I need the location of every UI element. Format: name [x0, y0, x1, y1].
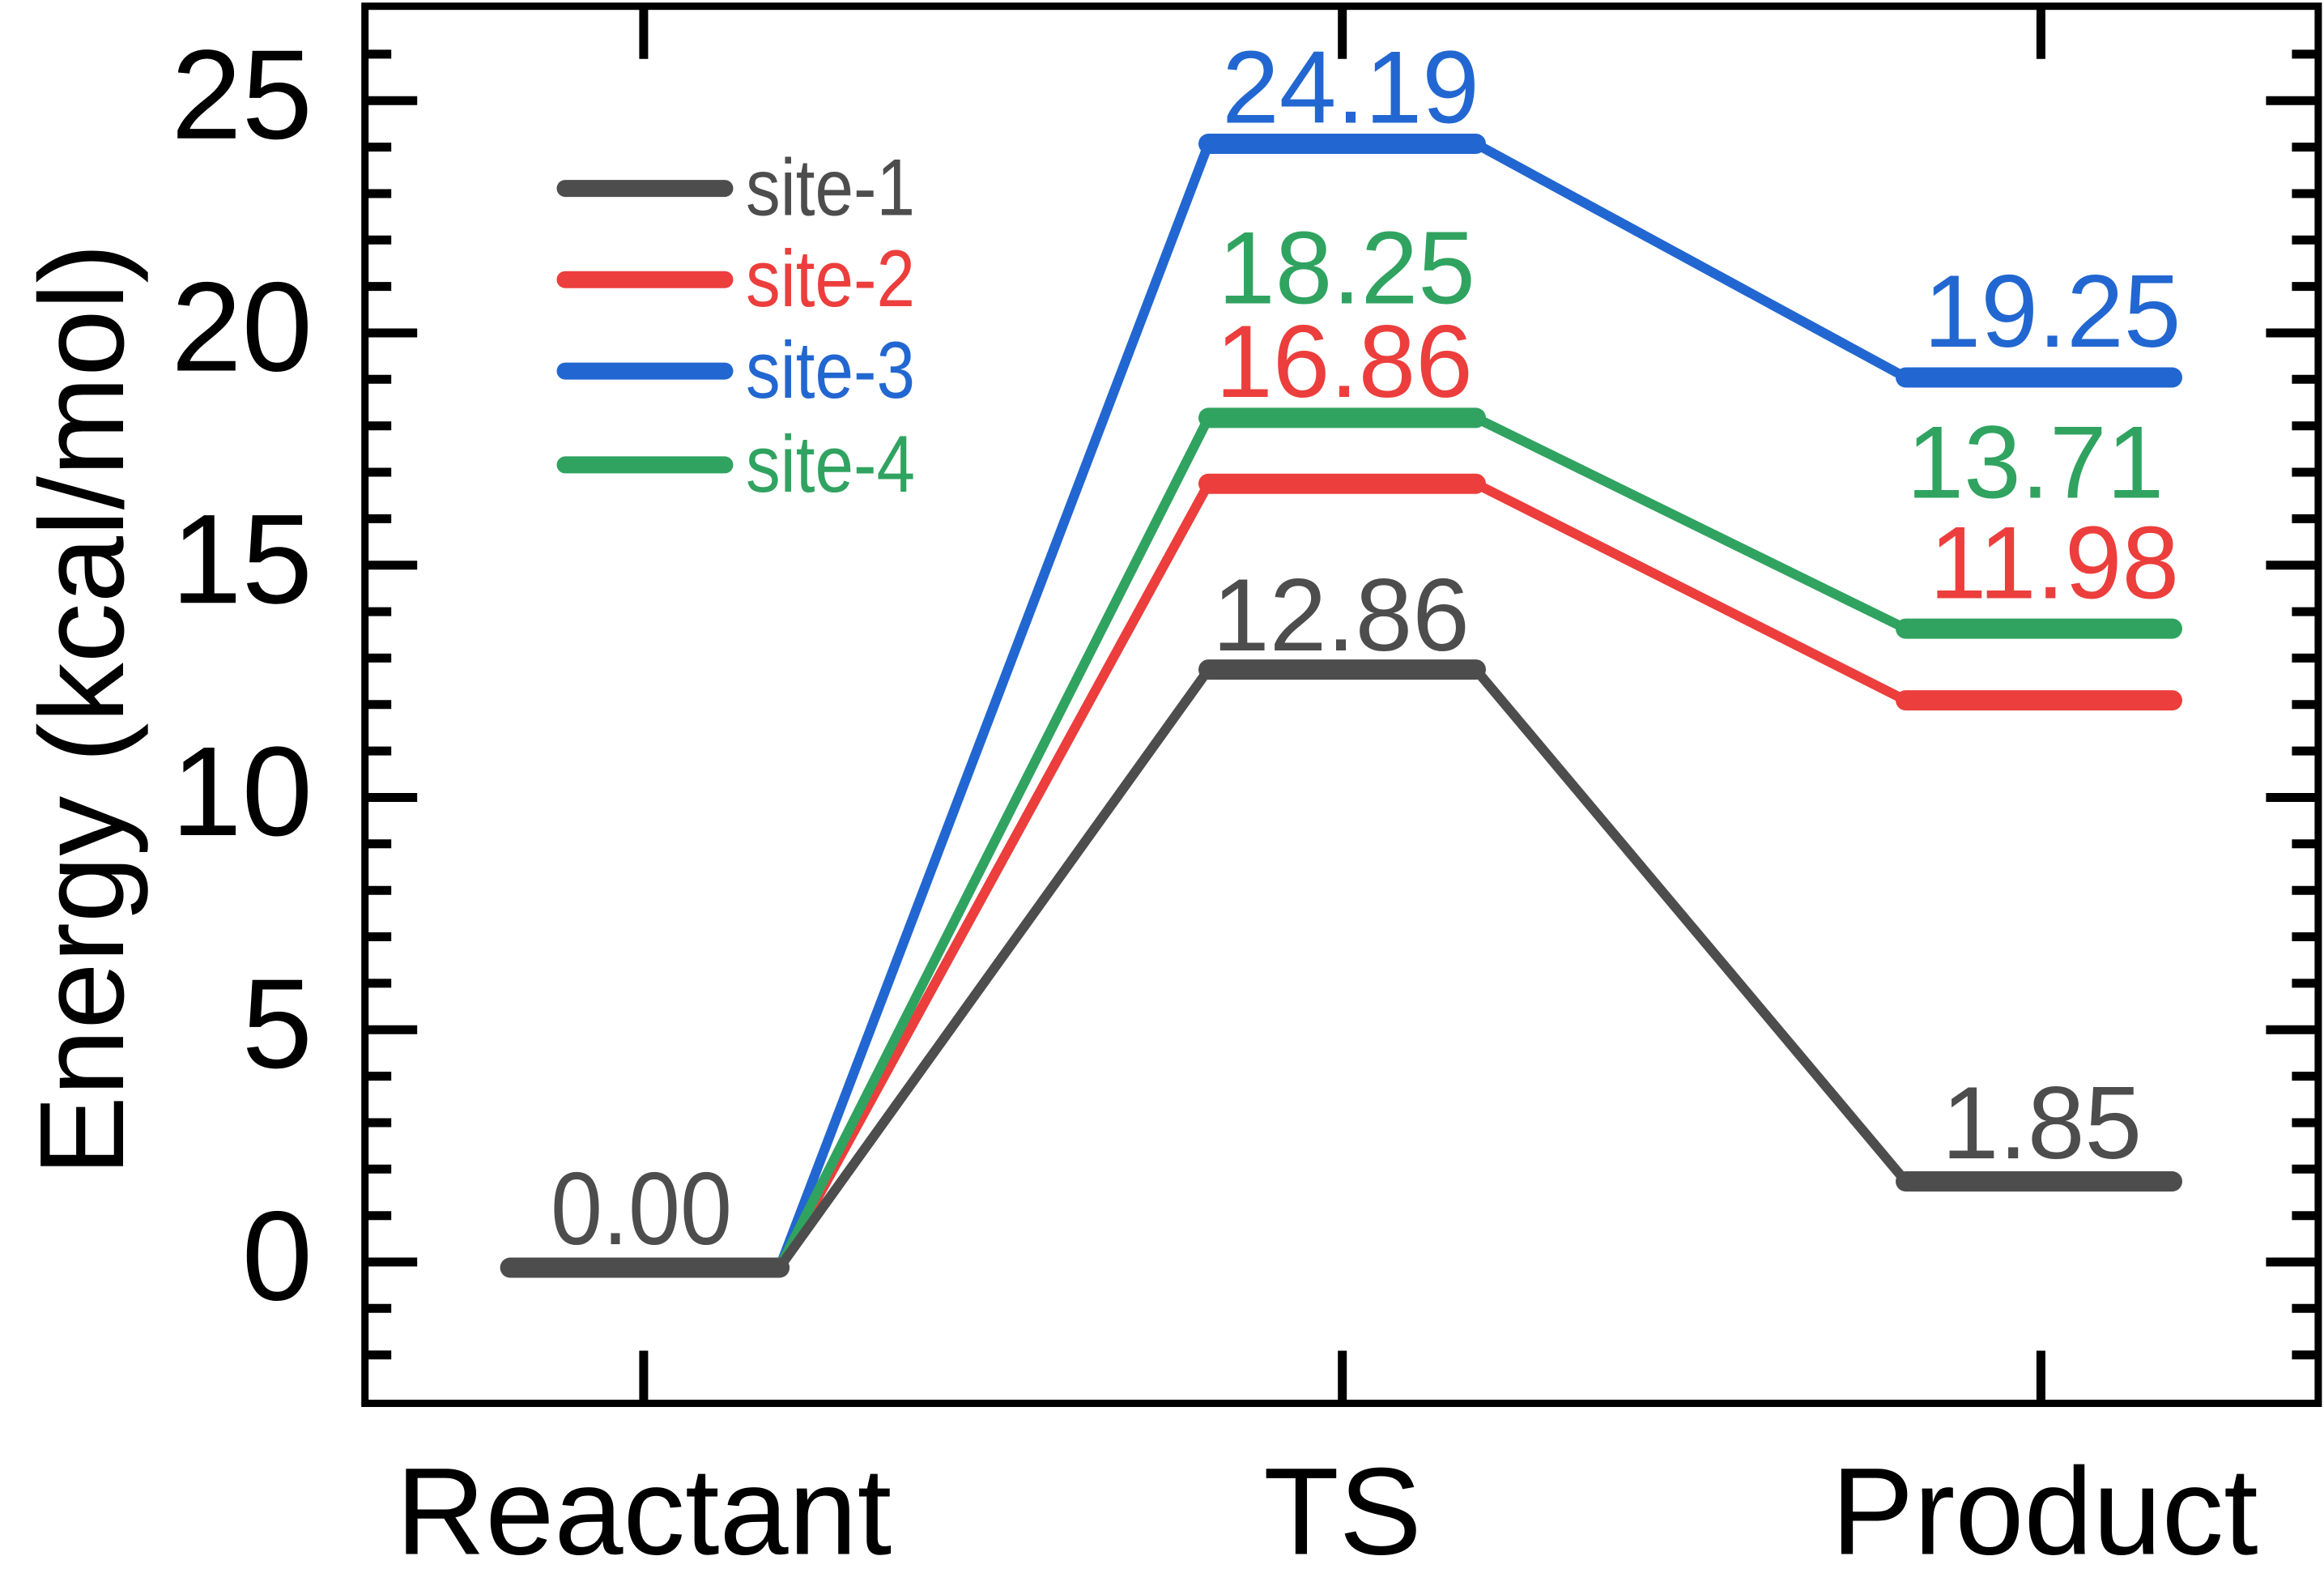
svg-text:19.25: 19.25 — [1924, 254, 2181, 369]
svg-text:12.86: 12.86 — [1212, 557, 1470, 672]
svg-text:site-2: site-2 — [746, 233, 915, 323]
svg-text:site-1: site-1 — [746, 143, 915, 232]
svg-text:11.98: 11.98 — [1930, 505, 2179, 620]
svg-text:Energy (kcal/mol): Energy (kcal/mol) — [15, 243, 149, 1175]
svg-text:Reactant: Reactant — [396, 1443, 892, 1581]
svg-text:20: 20 — [171, 257, 313, 399]
svg-text:Product: Product — [1831, 1443, 2258, 1581]
svg-text:5: 5 — [242, 953, 313, 1095]
svg-text:site-3: site-3 — [746, 325, 915, 415]
svg-text:10: 10 — [171, 721, 313, 863]
svg-text:1.85: 1.85 — [1942, 1065, 2142, 1180]
svg-text:13.71: 13.71 — [1906, 405, 2164, 520]
svg-text:0.00: 0.00 — [551, 1151, 732, 1266]
svg-text:16.86: 16.86 — [1215, 304, 1473, 419]
svg-text:18.25: 18.25 — [1218, 210, 1475, 325]
svg-text:15: 15 — [171, 488, 313, 630]
svg-text:0: 0 — [242, 1186, 313, 1328]
svg-text:TS: TS — [1263, 1443, 1422, 1581]
svg-text:25: 25 — [171, 24, 313, 166]
svg-text:24.19: 24.19 — [1222, 30, 1479, 145]
svg-text:site-4: site-4 — [746, 419, 915, 509]
